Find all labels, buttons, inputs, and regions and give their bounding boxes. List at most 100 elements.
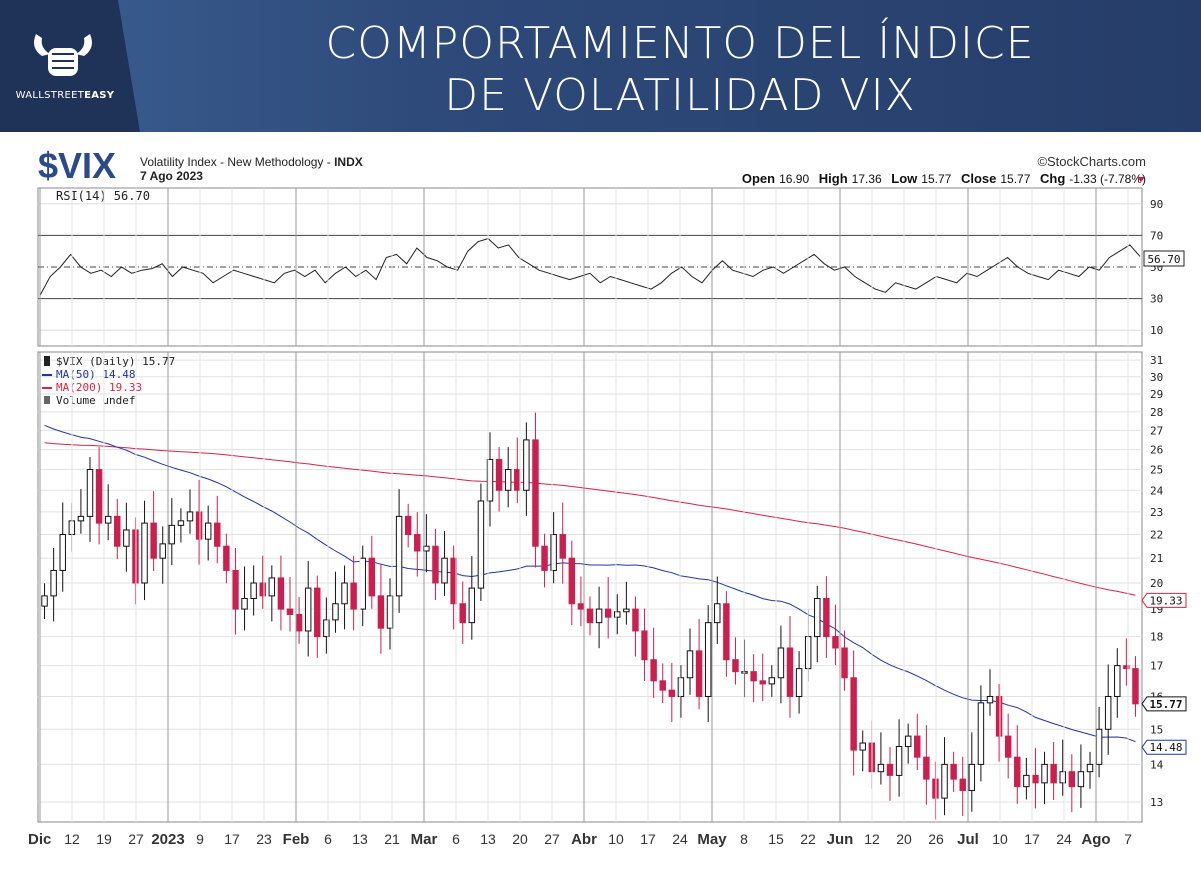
price-tick-label: 13 [1150, 796, 1163, 809]
candle [504, 447, 512, 508]
candle [159, 526, 166, 584]
vix-chart: $VIX Volatility Index - New Methodology … [28, 145, 1187, 848]
candle-body-up [1041, 763, 1048, 784]
candle [459, 581, 466, 644]
candle [168, 498, 176, 566]
rsi-last-value-tag: 56.70 [1143, 250, 1185, 267]
candle-body-up [904, 735, 912, 748]
candle [541, 533, 548, 588]
candle [1023, 757, 1030, 800]
candle-body-down [414, 534, 421, 552]
candle [1086, 751, 1094, 789]
x-tick-label: 10 [992, 831, 1008, 847]
x-tick-label: Abr [571, 831, 597, 848]
candle-body-up [395, 515, 403, 597]
candle-body-down [995, 695, 1003, 737]
candle [704, 605, 712, 723]
candle [177, 508, 185, 543]
candle [1104, 664, 1112, 755]
x-tick-label: Ago [1081, 831, 1110, 848]
candle [204, 505, 212, 561]
price-tick-label: 23 [1150, 506, 1163, 519]
candle-body-up [323, 619, 330, 638]
candle [586, 596, 594, 636]
candle [714, 576, 721, 644]
candle-body-down [932, 778, 939, 799]
candle [186, 489, 194, 534]
candle-body-up [877, 763, 885, 773]
candle-body-down [195, 511, 203, 540]
legend-swatch-ma200 [42, 387, 52, 389]
candle [286, 577, 294, 632]
ohlc-readout: Open 16.90 High 17.36 Low 15.77 Close 15.77 … [742, 171, 1146, 186]
candle [614, 594, 621, 635]
candle [623, 581, 630, 625]
candle [1014, 725, 1021, 804]
candle [832, 604, 839, 666]
candle-body-down [632, 608, 639, 632]
candle [468, 556, 476, 640]
rsi-legend: RSI(14) 56.70 [56, 189, 150, 203]
source-label: ©StockCharts.com [1037, 154, 1146, 169]
candle [441, 530, 448, 596]
candle-body-up [77, 515, 85, 522]
x-tick-label: 7 [1124, 831, 1132, 847]
candle [332, 571, 339, 633]
candle-body-down [832, 636, 839, 649]
x-axis: Dic 12 19 27 2023 9 17 23 Feb 6 13 21 Mar 6 13 20 27 Abr 1… [28, 188, 1132, 848]
candle-body-down [723, 603, 730, 661]
candle-body-up [341, 582, 348, 605]
candle [477, 483, 485, 601]
candle-body-down [659, 680, 666, 691]
candle-body-down [841, 647, 848, 679]
candle-body-up [704, 622, 712, 697]
candle-body-up [741, 671, 748, 674]
legend-swatch-ma50 [42, 374, 52, 376]
candle-body-down [759, 680, 766, 685]
candle [532, 412, 539, 568]
candle-body-down [350, 582, 357, 610]
rsi-tick-label: 30 [1150, 293, 1163, 306]
candle [1123, 638, 1130, 686]
candle-body-down [295, 613, 303, 632]
candle-body-down [532, 439, 539, 547]
x-tick-label: 23 [256, 831, 272, 847]
candle [377, 563, 385, 654]
symbol-label: $VIX [38, 145, 116, 186]
candle-body-up [159, 543, 166, 559]
candle-body-down [886, 763, 894, 776]
price-tick-label: 18 [1150, 631, 1163, 644]
ma200-tag-box [1141, 592, 1187, 608]
candle-body-up [477, 500, 485, 589]
close-tag: 15.77 [1141, 696, 1187, 712]
candle [677, 665, 685, 718]
candle-body-up [50, 569, 57, 597]
candle [986, 669, 994, 716]
price-legend-ma200: MA(200) 19.33 [56, 381, 142, 394]
candle [768, 665, 776, 697]
candle [732, 637, 739, 685]
candle-body-up [359, 557, 366, 610]
x-tick-label: 13 [352, 831, 368, 847]
x-tick-label: 12 [64, 831, 80, 847]
candle [214, 495, 221, 564]
candle [723, 591, 730, 677]
candle [741, 639, 748, 698]
candle [41, 583, 48, 620]
candle [350, 555, 357, 631]
candle [1041, 751, 1048, 805]
candle [404, 503, 412, 548]
candle-body-up [177, 520, 185, 526]
price-legend-main: $VIX (Daily) 15.77 [56, 355, 175, 368]
x-tick-label: 24 [672, 831, 688, 847]
candle-body-down [286, 608, 294, 615]
candle [132, 517, 139, 605]
candle-body-down [650, 659, 657, 682]
candle-body-up [714, 603, 721, 624]
candle-body-down [95, 469, 103, 524]
candle [141, 500, 148, 601]
candle [104, 484, 112, 541]
description-label: Volatility Index - New Methodology - IND… [140, 155, 363, 169]
candle [668, 662, 676, 723]
candle [1068, 754, 1076, 813]
